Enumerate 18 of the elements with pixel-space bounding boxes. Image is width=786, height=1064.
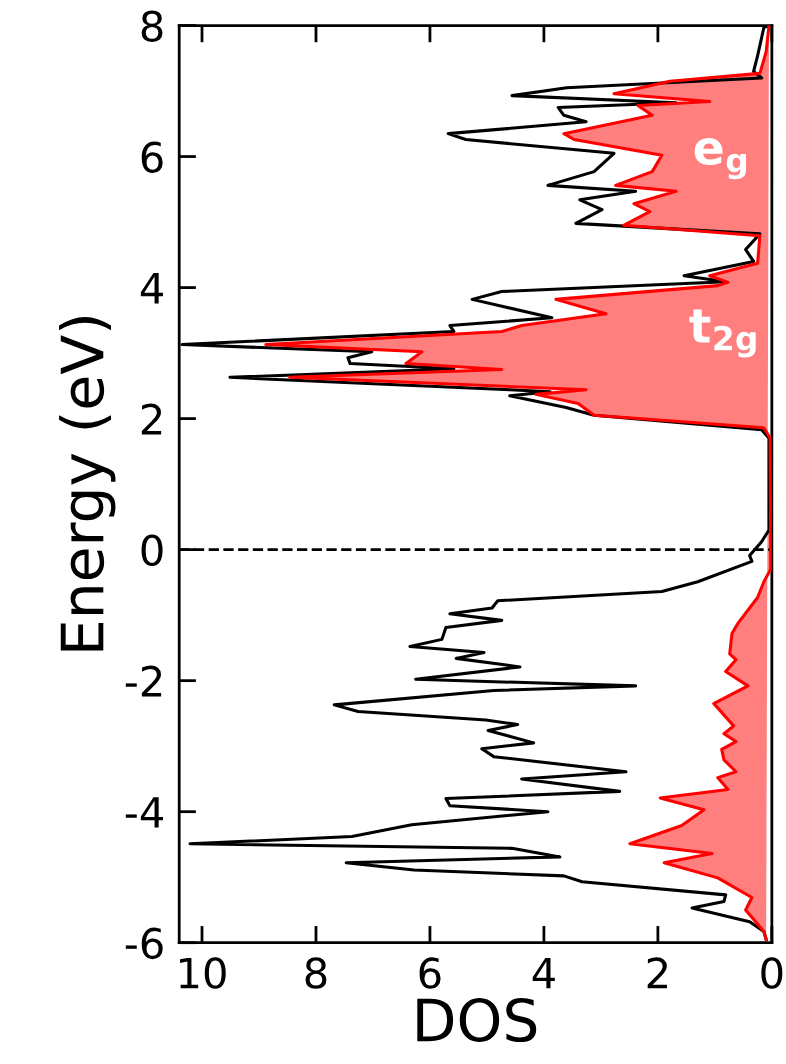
y-tick-label: -4 (125, 797, 163, 828)
y-axis-title: Energy (eV) (59, 317, 116, 651)
x-tick-label: 0 (761, 957, 783, 989)
x-tick-label: 6 (419, 957, 441, 989)
x-tick-label: 4 (532, 957, 555, 989)
x-tick-label: 2 (647, 957, 667, 989)
y-tick-label: 2 (141, 403, 162, 435)
y-tick-label: 4 (140, 273, 163, 304)
annotation: e$_{g}$ (694, 137, 747, 180)
y-tick-label: 0 (141, 534, 163, 567)
y-tick-label: 8 (141, 10, 163, 42)
annotation: t$_{2g}$ (689, 309, 756, 358)
x-tick-label: 10 (180, 957, 226, 989)
x-axis-title: DOS (417, 997, 537, 1043)
y-tick-label: -6 (125, 927, 163, 960)
y-tick-label: 6 (141, 141, 163, 173)
x-tick-label: 8 (305, 957, 327, 989)
y-tick-label: -2 (125, 665, 162, 697)
